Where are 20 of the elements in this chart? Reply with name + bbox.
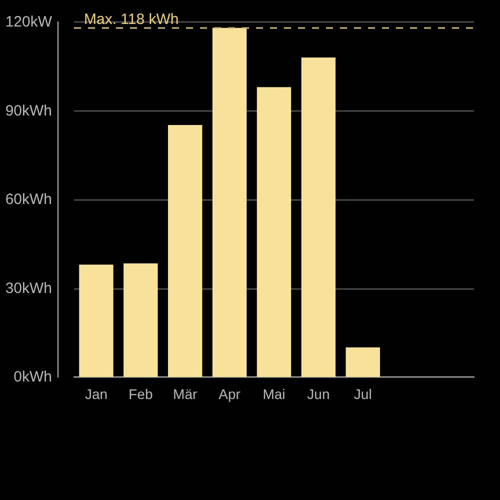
- y-tick-label: 30kWh: [5, 280, 52, 297]
- bar: [212, 28, 247, 377]
- bar: [301, 58, 336, 377]
- x-tick-label: Jul: [354, 386, 372, 402]
- y-tick-label: 60kWh: [5, 191, 52, 208]
- ref-line-label: Max. 118 kWh: [84, 10, 179, 28]
- bar: [256, 87, 292, 377]
- y-tick-label: 0kWh: [14, 368, 52, 386]
- x-tick-label: Mai: [262, 386, 286, 402]
- bar: [124, 263, 158, 377]
- x-tick-label: Jan: [84, 386, 108, 402]
- bar: [79, 264, 114, 377]
- bar: [346, 347, 380, 377]
- bar: [168, 124, 202, 377]
- y-tick-label: 90kWh: [5, 102, 52, 120]
- x-tick-label: Jun: [307, 386, 330, 402]
- y-tick-label: 120kW: [5, 14, 53, 30]
- x-tick-label: Mär: [173, 386, 198, 402]
- x-tick-label: Feb: [128, 386, 153, 402]
- x-tick-label: Apr: [218, 386, 241, 402]
